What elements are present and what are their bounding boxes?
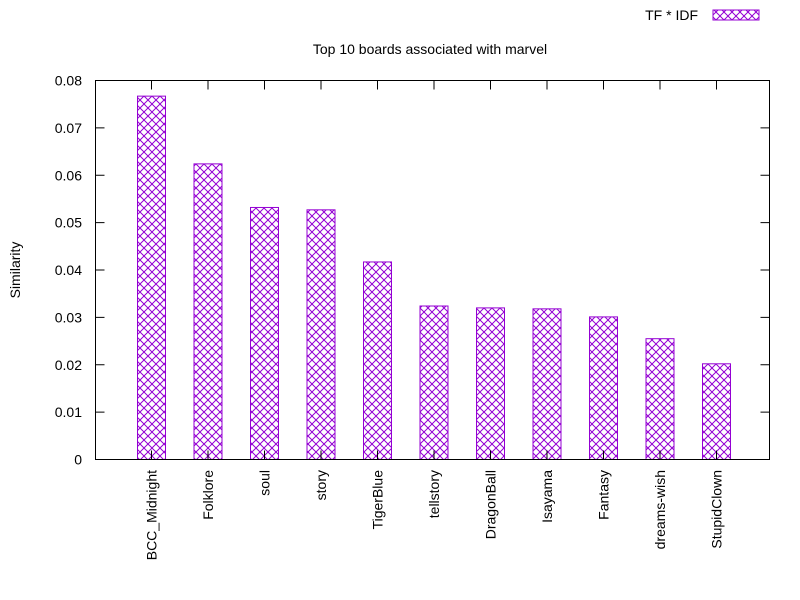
bar-story xyxy=(306,209,336,460)
y-tick-label: 0.05 xyxy=(55,215,82,231)
y-tick-label: 0.02 xyxy=(55,357,82,373)
bar-Folklore xyxy=(193,163,223,460)
bar-tellstory xyxy=(419,305,449,460)
x-tick-label: DragonBall xyxy=(483,470,499,539)
y-tick-label: 0 xyxy=(74,452,82,468)
bar-Fantasy xyxy=(589,316,618,460)
x-tick-label: soul xyxy=(257,470,273,496)
legend-label: TF * IDF xyxy=(645,7,698,23)
x-axis: BCC_Midnight Folklore soul story TigerBlue te… xyxy=(144,80,725,560)
x-tick-label: dreams-wish xyxy=(652,470,668,549)
bar-dreams-wish xyxy=(645,338,675,461)
y-tick-label: 0.01 xyxy=(55,404,82,420)
legend-swatch xyxy=(712,9,760,21)
bar-soul xyxy=(250,206,279,460)
legend: TF * IDF xyxy=(645,7,760,23)
x-tick-label: Fantasy xyxy=(596,470,612,520)
bar-DragonBall xyxy=(476,307,505,460)
y-tick-label: 0.06 xyxy=(55,167,82,183)
x-tick-label: story xyxy=(313,470,329,500)
x-tick-label: tellstory xyxy=(426,470,442,518)
y-tick-label: 0.08 xyxy=(55,73,82,89)
y-axis-label: Similarity xyxy=(7,242,23,299)
y-tick-label: 0.03 xyxy=(55,309,82,325)
bars-group xyxy=(137,95,731,461)
bar-Isayama xyxy=(532,308,562,460)
y-tick-label: 0.07 xyxy=(55,120,82,136)
bar-TigerBlue xyxy=(363,261,392,461)
bar-StupidClown xyxy=(702,363,731,460)
bar-BCC_Midnight xyxy=(137,95,166,460)
x-tick-label: BCC_Midnight xyxy=(144,470,160,560)
y-tick-label: 0.04 xyxy=(55,262,82,278)
x-tick-label: Folklore xyxy=(200,470,216,520)
x-tick-label: Isayama xyxy=(539,470,555,523)
chart-title: Top 10 boards associated with marvel xyxy=(313,41,547,57)
plot-frame xyxy=(95,80,770,460)
x-tick-label: TigerBlue xyxy=(370,470,386,530)
y-axis: 0 0.01 0.02 0.03 0.04 0.05 0.06 0.07 0.08 xyxy=(55,73,770,468)
x-tick-label: StupidClown xyxy=(709,470,725,549)
